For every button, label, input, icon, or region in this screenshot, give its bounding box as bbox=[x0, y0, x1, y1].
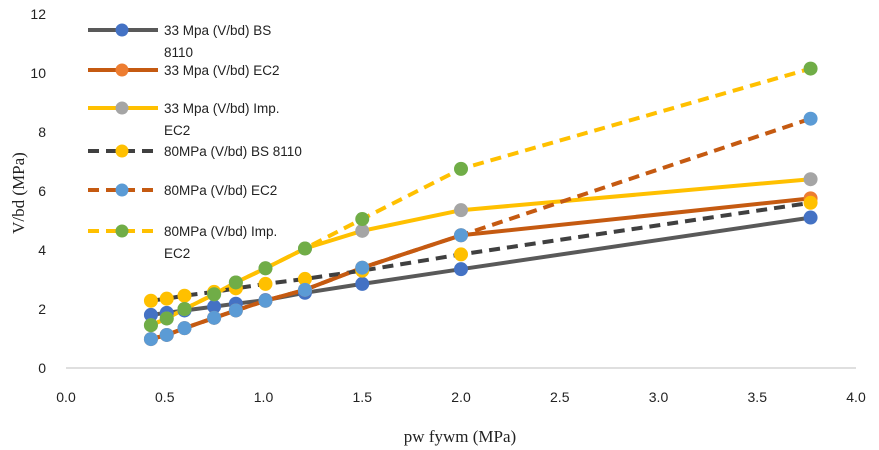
series-5-point bbox=[454, 228, 468, 243]
series-4-point bbox=[803, 195, 818, 210]
legend-marker-2 bbox=[115, 63, 129, 77]
legend-marker-6 bbox=[115, 224, 129, 238]
series-6-point bbox=[297, 241, 312, 256]
legend-label-3: EC2 bbox=[164, 123, 190, 138]
legend-label-2: 33 Mpa (V/bd) EC2 bbox=[164, 63, 280, 78]
series-5-point bbox=[159, 327, 174, 342]
y-axis-title: V/bd (MPa) bbox=[9, 152, 28, 234]
series-lines bbox=[150, 66, 812, 342]
series-4-point bbox=[143, 293, 158, 308]
x-tick-label: 1.0 bbox=[254, 389, 274, 405]
series-line-2 bbox=[150, 196, 811, 342]
y-tick-label: 2 bbox=[38, 301, 46, 317]
y-tick-label: 10 bbox=[30, 65, 46, 81]
legend-label-1: 8110 bbox=[164, 45, 193, 60]
series-1-point bbox=[454, 262, 468, 277]
legend-label-5: 80MPa (V/bd) EC2 bbox=[164, 183, 277, 198]
series-4-point bbox=[258, 276, 273, 291]
series-5-point bbox=[177, 321, 192, 336]
y-tick-labels: 0 2 4 6 8 10 12 bbox=[30, 6, 46, 376]
series-line-4 bbox=[150, 200, 811, 303]
series-5-point bbox=[803, 111, 818, 126]
series-6-point bbox=[228, 275, 243, 290]
series-1-point bbox=[355, 276, 370, 291]
x-tick-label: 3.5 bbox=[748, 389, 768, 405]
y-tick-label: 6 bbox=[38, 183, 46, 199]
legend-label-4: 80MPa (V/bd) BS 8110 bbox=[164, 144, 302, 159]
series-1-point bbox=[207, 299, 222, 314]
legend-label-6: EC2 bbox=[164, 246, 190, 261]
series-6-point bbox=[159, 311, 174, 326]
legend-label-1: 33 Mpa (V/bd) BS bbox=[164, 23, 271, 38]
series-6-point bbox=[177, 302, 192, 316]
x-tick-labels: 0.0 0.5 1.0 1.5 2.0 2.5 3.0 3.5 4.0 bbox=[56, 389, 866, 405]
series-5-point bbox=[297, 282, 312, 297]
series-4-point bbox=[159, 291, 174, 306]
series-line-5 bbox=[150, 116, 812, 342]
series-4-point bbox=[297, 271, 312, 286]
series-6-point bbox=[355, 212, 370, 227]
x-axis-title: pw fywm (MPa) bbox=[404, 427, 516, 446]
legend-label-3: 33 Mpa (V/bd) Imp. bbox=[164, 101, 280, 116]
series-5-point bbox=[143, 332, 158, 347]
series-3-point bbox=[803, 172, 818, 187]
series-3-point bbox=[355, 223, 370, 238]
series-3-point bbox=[454, 203, 468, 218]
series-5-point bbox=[228, 303, 243, 318]
x-tick-label: 2.5 bbox=[550, 389, 570, 405]
legend-marker-3 bbox=[115, 101, 129, 115]
legend-marker-4 bbox=[115, 144, 129, 158]
series-1-point bbox=[803, 210, 818, 225]
series-6-point bbox=[207, 287, 222, 302]
series-5-point bbox=[258, 293, 273, 308]
series-line-6 bbox=[150, 66, 812, 328]
y-tick-label: 0 bbox=[38, 360, 46, 376]
series-6-point bbox=[258, 261, 273, 276]
series-6-point bbox=[803, 61, 818, 76]
legend-label-6: 80MPa (V/bd) Imp. bbox=[164, 224, 277, 239]
series-5-point bbox=[355, 260, 370, 275]
series-1-point bbox=[143, 307, 158, 322]
x-tick-label: 0.0 bbox=[56, 389, 76, 405]
series-4-point bbox=[177, 288, 192, 303]
series-6-point bbox=[143, 318, 158, 333]
y-tick-label: 4 bbox=[38, 242, 46, 258]
legend-marker-1 bbox=[115, 23, 129, 37]
series-6-point bbox=[454, 161, 468, 176]
series-markers bbox=[143, 61, 818, 347]
x-tick-label: 3.0 bbox=[649, 389, 669, 405]
legend: 33 Mpa (V/bd) BS 8110 33 Mpa (V/bd) EC2 33 … bbox=[88, 23, 302, 261]
x-tick-label: 4.0 bbox=[846, 389, 866, 405]
series-4-point bbox=[454, 247, 468, 262]
series-5-point bbox=[207, 310, 222, 325]
x-tick-label: 2.0 bbox=[451, 389, 471, 405]
x-tick-label: 0.5 bbox=[155, 389, 175, 405]
y-tick-label: 8 bbox=[38, 124, 46, 140]
legend-marker-5 bbox=[115, 183, 129, 197]
x-tick-label: 1.5 bbox=[353, 389, 373, 405]
y-tick-label: 12 bbox=[30, 6, 46, 22]
